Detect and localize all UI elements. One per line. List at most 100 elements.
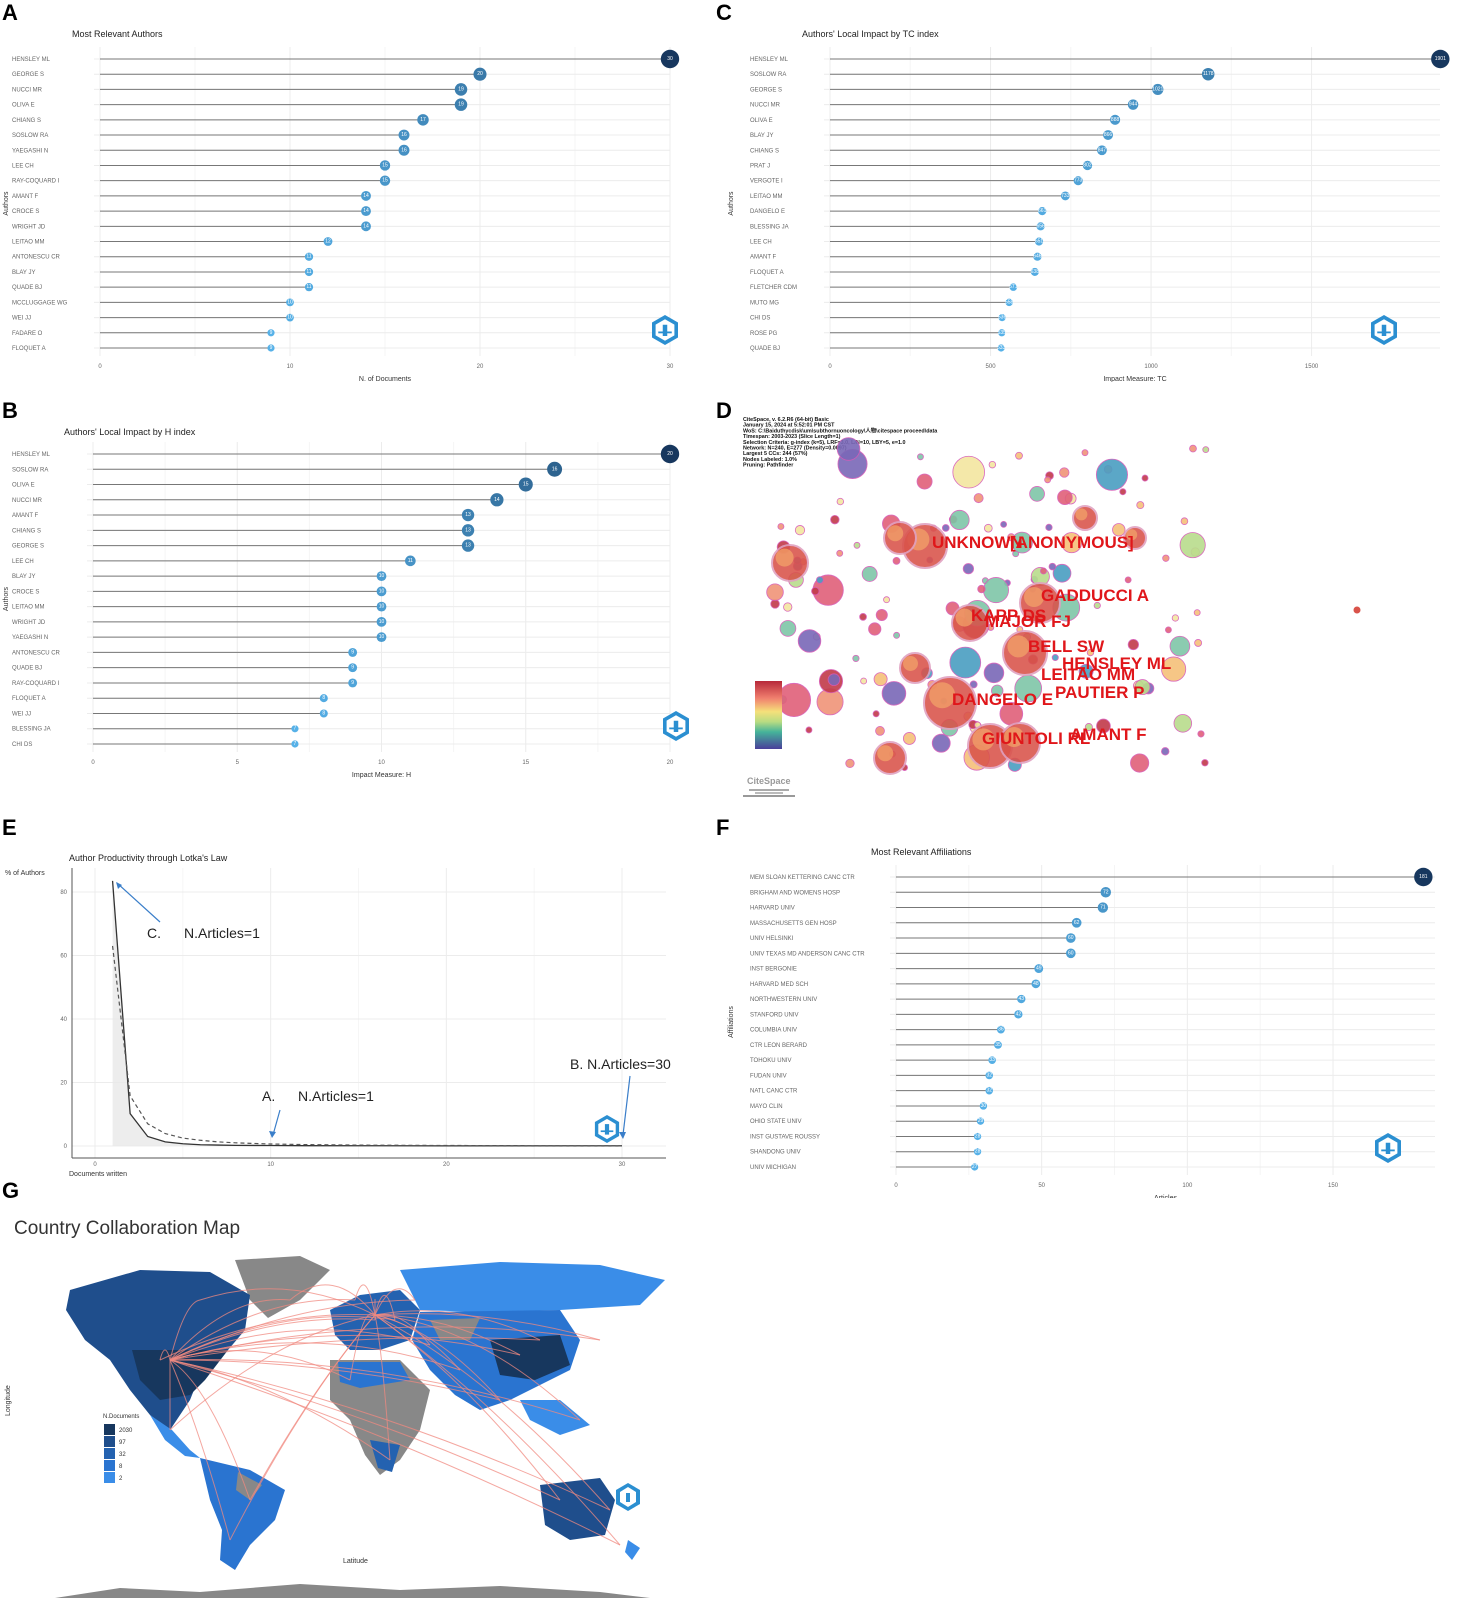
network-node-highlight: [929, 682, 956, 709]
y-tick-label: UNIV HELSINKI: [750, 936, 794, 942]
y-tick-label: BLAY JY: [12, 270, 35, 276]
network-node: [830, 514, 840, 525]
network-node: [1136, 501, 1145, 510]
network-node: [1193, 609, 1201, 617]
y-tick-label: WEI JJ: [12, 711, 31, 717]
y-tick-label: SOSLOW RA: [12, 467, 48, 473]
data-label: 33: [989, 1057, 995, 1063]
network-node: [931, 733, 951, 753]
chart-title: Authors' Local Impact by TC index: [802, 29, 939, 39]
y-tick-label: LEITAO MM: [12, 605, 45, 611]
lollipop-dot: [1073, 176, 1083, 186]
y-tick-label: NUCCI MR: [12, 87, 43, 93]
network-node: [868, 622, 882, 636]
network-node: [859, 613, 867, 621]
network-node: [1029, 486, 1045, 502]
network-node-label: UNKNOWN: [932, 533, 1023, 552]
lollipop-dot: [1060, 191, 1070, 201]
network-node-highlight: [1004, 727, 1024, 747]
network-node: [969, 680, 978, 689]
y-axis-label: % of Authors: [5, 870, 45, 877]
collaboration-link: [374, 1314, 611, 1511]
lollipop-dot: [1152, 83, 1164, 96]
data-label: 8: [322, 695, 325, 701]
y-axis-label: Authors: [3, 586, 10, 611]
network-node: [1189, 444, 1197, 453]
data-label: 651: [1035, 239, 1044, 245]
panel-label-c: C: [716, 0, 732, 25]
lollipop-dot: [376, 601, 387, 612]
x-tick-label: 0: [91, 760, 95, 766]
data-label: 30: [667, 56, 673, 62]
chart-lotka-law: Author Productivity through Lotka's Law%…: [5, 853, 671, 1178]
lollipop-dot: [1082, 160, 1093, 171]
data-label: 10: [287, 315, 293, 321]
y-tick-label: FLOQUET A: [750, 270, 784, 276]
data-label: 661: [1038, 208, 1047, 214]
data-label: 10: [379, 619, 385, 625]
network-node-highlight: [877, 745, 894, 762]
lollipop-dot: [291, 725, 299, 733]
y-tick-label: MUTO MG: [750, 300, 779, 306]
y-tick-label: WRIGHT JD: [12, 620, 46, 626]
data-label: 1901: [1435, 56, 1446, 62]
network-node-highlight: [1126, 529, 1138, 541]
network-node: [1040, 567, 1047, 575]
y-tick-label: HARVARD MED SCH: [750, 982, 808, 988]
y-tick-label: INST GUSTAVE ROUSSY: [750, 1134, 820, 1140]
observed-line: [111, 880, 623, 1147]
network-node-highlight: [1007, 635, 1030, 658]
legend-swatch: [104, 1460, 115, 1471]
y-tick-label: CHIANG S: [750, 148, 779, 154]
y-tick-label: YAEGASHI N: [12, 635, 48, 641]
y-tick-label: MAYO CLIN: [750, 1104, 783, 1110]
annotation-arrow-c: [116, 882, 161, 923]
data-label: 30: [981, 1103, 987, 1109]
lollipop-dot: [976, 1117, 985, 1125]
y-tick-label: BLAY JY: [750, 133, 773, 139]
data-label: 16: [552, 466, 558, 472]
map-title: Country Collaboration Map: [14, 1218, 240, 1239]
lollipop-dot: [304, 283, 314, 292]
y-tick-label: LEITAO MM: [750, 194, 783, 200]
data-label: 20: [477, 71, 483, 77]
lollipop-dot: [323, 237, 333, 246]
lollipop-dot: [376, 571, 387, 581]
network-node: [1124, 576, 1132, 584]
data-label: 10: [379, 604, 385, 610]
network-node: [797, 629, 822, 653]
annotation-a: A.: [262, 1088, 275, 1104]
y-tick-label: NUCCI MR: [12, 498, 43, 504]
y-axis-label: Authors: [3, 191, 10, 216]
data-label: 8: [322, 710, 325, 716]
network-node: [1180, 517, 1189, 526]
network-node: [1173, 714, 1193, 733]
network-node-highlight: [972, 728, 995, 751]
y-tick-label: MCCLUGGAGE WG: [12, 300, 68, 306]
y-tick-label: BLAY JY: [12, 574, 35, 580]
collaboration-link: [374, 1314, 621, 1546]
legend-label: 2030: [119, 1428, 133, 1434]
country-collaboration-map: Country Collaboration Map N.Documents 20…: [5, 1218, 665, 1598]
network-node: [941, 524, 950, 532]
data-label: 656: [1036, 223, 1045, 229]
annotation-arrow-a: [272, 1109, 281, 1136]
network-node: [1112, 523, 1126, 537]
x-tick-label: 100: [1182, 1183, 1193, 1189]
network-node: [1127, 638, 1139, 651]
lollipop-dot: [286, 313, 294, 322]
lollipop-dot: [988, 1056, 996, 1064]
network-node-label: DANGELO E: [952, 690, 1053, 709]
lollipop-dot: [997, 344, 1005, 352]
data-label: 646: [1033, 254, 1042, 260]
y-tick-label: TOHOKU UNIV: [750, 1058, 792, 1064]
logo-icon: [594, 1115, 620, 1143]
network-node: [1165, 626, 1172, 634]
y-tick-label: QUADE BJ: [12, 666, 42, 672]
network-header: CiteSpace, v. 6.2.R6 (64-bit) BasicJanua…: [743, 417, 938, 469]
data-label: 535: [998, 330, 1007, 336]
network-node: [983, 662, 1005, 684]
collaboration-link: [169, 1314, 376, 1431]
network-node: [917, 453, 924, 461]
data-label: 12: [325, 239, 331, 245]
